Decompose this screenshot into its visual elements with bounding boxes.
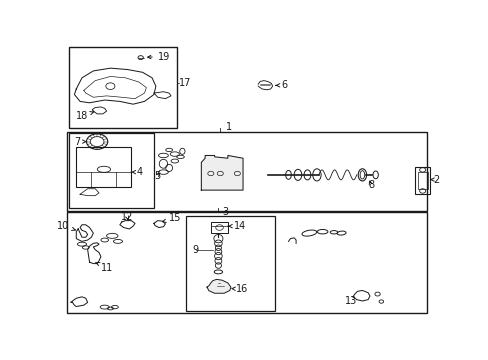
Polygon shape [206,279,230,293]
Text: 16: 16 [231,284,247,294]
Bar [67,132,426,211]
Text: 4: 4 [131,167,143,177]
Text: 15: 15 [163,213,181,224]
Polygon shape [201,156,243,190]
Text: 6: 6 [275,80,287,90]
Bar [68,133,154,208]
Text: 5: 5 [154,171,160,181]
Bar [67,212,426,314]
Text: 17: 17 [179,78,191,89]
Bar [210,222,227,233]
Text: 14: 14 [227,221,245,231]
Bar [76,147,131,187]
Text: 2: 2 [430,175,439,185]
Text: 3: 3 [222,207,228,217]
Text: 13: 13 [345,296,357,306]
Text: 18: 18 [76,111,94,121]
Text: 10: 10 [57,221,75,231]
Text: 1: 1 [225,122,232,132]
Bar [68,48,176,128]
Bar [186,216,275,311]
Text: 12: 12 [121,212,133,222]
Text: 11: 11 [95,262,113,273]
Text: 19: 19 [147,51,170,62]
Bar [417,172,427,189]
Text: 9: 9 [192,245,198,255]
Bar [415,167,429,194]
Text: 8: 8 [367,180,373,190]
Text: 7: 7 [74,136,86,147]
